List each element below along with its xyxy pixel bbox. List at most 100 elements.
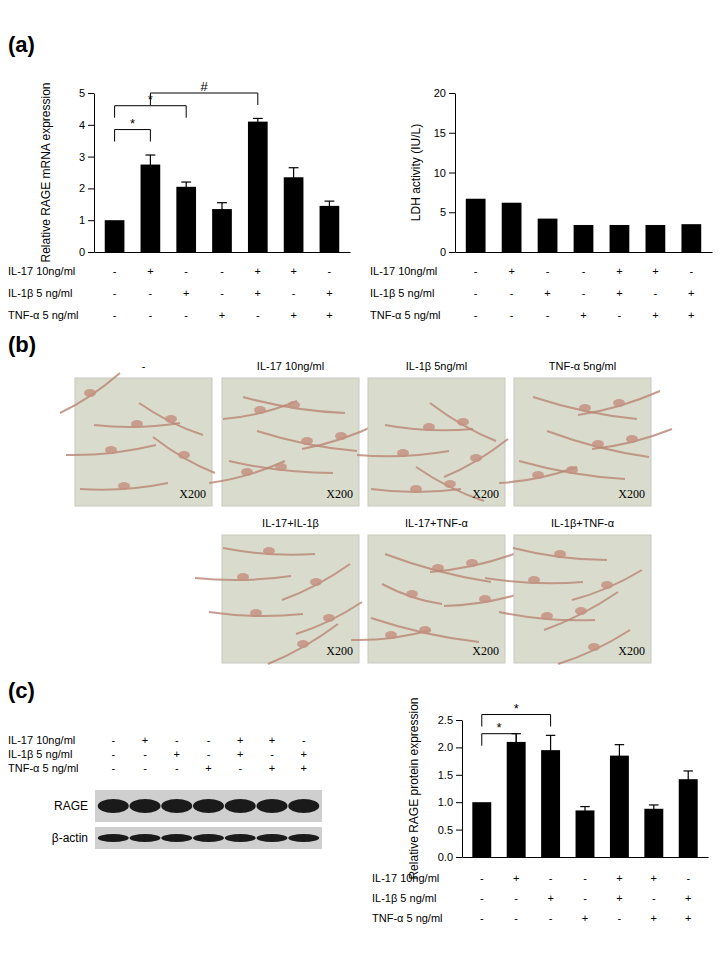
error-bar-line	[253, 118, 263, 119]
cell-process	[544, 592, 618, 630]
error-bar-line	[688, 771, 689, 787]
micrograph-magnification: X200	[472, 487, 499, 501]
bar	[610, 756, 629, 857]
error-bar-line	[329, 201, 330, 211]
cell-body	[301, 437, 313, 445]
treatment-sign: -	[207, 734, 211, 746]
y-tick: 1.0	[438, 796, 462, 808]
bar	[679, 779, 698, 857]
treatment-sign: +	[616, 265, 622, 277]
y-axis: 0.00.51.01.52.02.5	[438, 714, 463, 863]
error-bar-line	[293, 168, 294, 187]
y-tick-label: 4	[79, 119, 85, 131]
cell-body	[84, 389, 96, 397]
error-bar	[649, 805, 658, 813]
y-tick-label: 1	[79, 214, 85, 226]
treatment-sign: +	[290, 309, 296, 321]
cell-body	[601, 581, 613, 589]
cell-process	[533, 397, 637, 419]
y-tick-mark	[456, 802, 462, 803]
blot-band	[288, 834, 319, 842]
treatment-sign: -	[238, 762, 242, 774]
treatment-sign: -	[328, 265, 332, 277]
treatment-sign: +	[237, 734, 243, 746]
treatment-sign: -	[652, 892, 656, 904]
y-tick: 2.5	[438, 714, 462, 726]
micrograph-magnification: X200	[326, 487, 353, 501]
y-tick: 0.5	[438, 824, 462, 836]
cell-body	[237, 573, 249, 581]
cell-process	[229, 461, 333, 473]
treatment-sign: -	[184, 265, 188, 277]
treatment-sign: +	[301, 748, 307, 760]
micrograph-magnification: X200	[618, 644, 645, 658]
treatment-sign: -	[111, 734, 115, 746]
cell-body	[444, 480, 456, 488]
micrograph-image	[514, 378, 651, 506]
treatment-sign: -	[510, 287, 514, 299]
micrograph-label: IL-1β+TNF-α	[551, 517, 615, 529]
x-axis-line	[456, 252, 713, 253]
treatment-sign: +	[652, 309, 658, 321]
y-tick-label: 0	[440, 246, 446, 258]
error-bar-line	[584, 807, 585, 815]
y-tick-mark	[88, 188, 94, 189]
micrograph-image	[75, 378, 212, 506]
treatment-sign: -	[510, 309, 514, 321]
micrograph-image	[368, 378, 505, 506]
treatment-sign: -	[654, 287, 658, 299]
treatment-sign: -	[143, 762, 147, 774]
treatment-sign: -	[480, 912, 484, 924]
micrograph-image	[514, 535, 651, 663]
treatment-sign: +	[616, 892, 622, 904]
cell-body	[275, 463, 287, 471]
cell-process	[223, 548, 315, 555]
cell-body	[566, 466, 578, 474]
treatment-sign: +	[237, 748, 243, 760]
treatment-sign: -	[514, 912, 518, 924]
error-bar-line	[145, 154, 155, 155]
cell-process	[153, 437, 215, 473]
treatment-sign: -	[149, 287, 153, 299]
cell-body	[466, 559, 478, 567]
treatment-sign: +	[508, 265, 514, 277]
significance-bracket	[150, 93, 257, 105]
y-tick: 5	[79, 87, 94, 99]
cell-process	[499, 467, 577, 483]
y-tick: 0	[79, 246, 94, 258]
panel-label: (b)	[8, 332, 36, 357]
treatment-sign: -	[220, 287, 224, 299]
micrograph-label: IL-17 10ng/ml	[257, 360, 324, 372]
treatment-sign: -	[480, 892, 484, 904]
blot-label: β-actin	[52, 831, 88, 845]
treatment-sign: -	[184, 309, 188, 321]
error-bar-line	[550, 735, 551, 765]
micrograph: -X200	[60, 360, 215, 506]
error-bar	[253, 118, 263, 124]
cell-body	[297, 640, 309, 648]
cell-process	[382, 584, 442, 604]
y-tick-mark	[449, 252, 455, 253]
bar	[472, 802, 491, 857]
bar	[320, 206, 340, 252]
y-tick-mark	[456, 857, 462, 858]
significance-label: #	[200, 79, 208, 94]
treatment-sign: -	[292, 287, 296, 299]
significance-bracket	[482, 734, 516, 746]
bar	[212, 209, 232, 252]
y-axis-line	[462, 721, 463, 858]
cell-process	[430, 403, 496, 441]
cell-process	[547, 431, 649, 457]
micrograph-label: IL-1β 5ng/ml	[406, 360, 467, 372]
error-bar-line	[653, 805, 654, 813]
cell-body	[131, 420, 143, 428]
cell-body	[532, 471, 544, 479]
treatment-sign: +	[688, 309, 694, 321]
treatment-label: TNF-α 5 ng/ml	[8, 762, 79, 774]
treatment-sign: -	[111, 748, 115, 760]
error-bar	[324, 201, 334, 211]
y-tick: 5	[440, 206, 455, 218]
error-bar-line	[619, 745, 620, 767]
error-bar-line	[546, 735, 555, 736]
micrograph-image	[368, 535, 505, 663]
